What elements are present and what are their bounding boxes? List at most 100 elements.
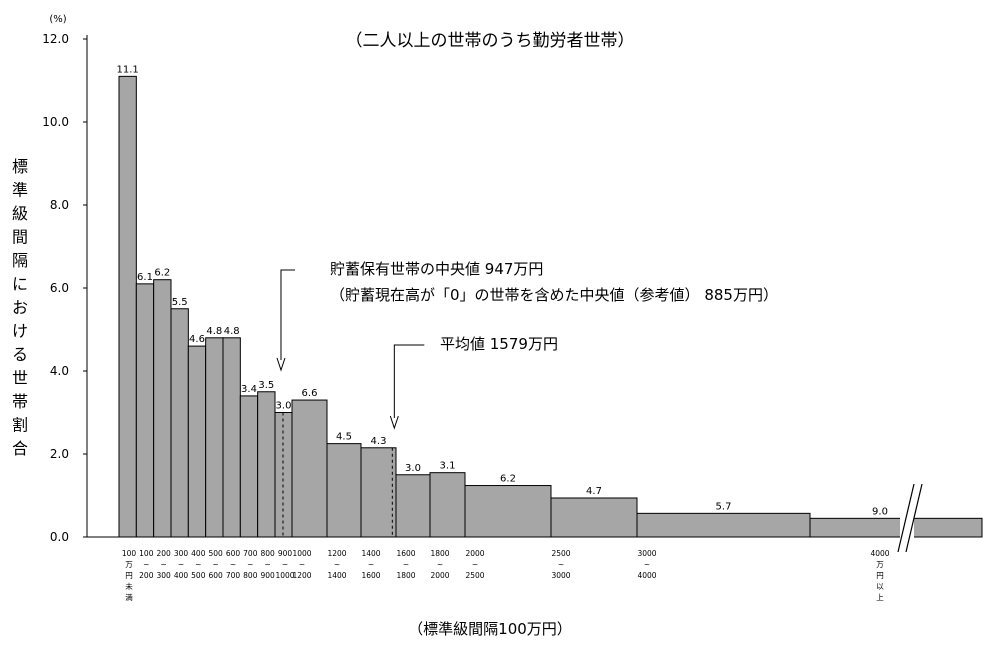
x-tick-label: 900 bbox=[261, 571, 276, 580]
x-tick-label: 4000 bbox=[637, 571, 656, 580]
x-tick-label: 200 bbox=[157, 549, 172, 558]
x-tick-label: 600 bbox=[226, 549, 241, 558]
bar bbox=[153, 279, 172, 538]
x-tick-label: 3000 bbox=[551, 571, 570, 580]
y-axis-title-char: る bbox=[12, 345, 28, 364]
bar bbox=[222, 337, 241, 538]
x-tick-label: 1000 bbox=[275, 571, 294, 580]
x-tick-label: 900 bbox=[278, 549, 293, 558]
x-tick-label: 100 bbox=[122, 549, 137, 558]
x-tick-label: ~ bbox=[368, 560, 374, 569]
x-tick-label: ~ bbox=[282, 560, 288, 569]
x-tick-label: ~ bbox=[472, 560, 478, 569]
bar-label: 6.2 bbox=[500, 474, 516, 485]
x-tick-label: 1200 bbox=[327, 549, 346, 558]
x-axis-title: （標準級間隔100万円） bbox=[408, 620, 572, 638]
x-tick-label: 1200 bbox=[292, 571, 311, 580]
y-axis-title-char: 合 bbox=[12, 439, 28, 458]
bar-labels: 11.16.1 6.25.54.64.8 4.83.4 3.53.06.64.5 4.3… bbox=[117, 64, 888, 517]
x-tick-label: 1600 bbox=[361, 571, 380, 580]
x-tick-label: ~ bbox=[247, 560, 253, 569]
bar-label: 4.5 bbox=[336, 432, 352, 443]
bar bbox=[274, 412, 293, 538]
bar-label: 4.7 bbox=[586, 486, 602, 497]
x-tick-label: 円 bbox=[125, 571, 133, 580]
bar-label: 3.0 bbox=[405, 463, 421, 474]
annotations: 貯蓄保有世帯の中央値 947万円 （貯蓄現在高が「0」の世帯を含めた中央値（参考値… bbox=[276, 260, 778, 537]
bar bbox=[326, 443, 362, 538]
bar bbox=[464, 485, 552, 538]
bar bbox=[170, 308, 189, 538]
bar-label: 4.8 bbox=[206, 326, 222, 337]
bar-label: 4.3 bbox=[371, 436, 387, 447]
x-tick-label: ~ bbox=[334, 560, 340, 569]
y-axis-title-char: 隔 bbox=[12, 251, 28, 270]
x-tick-label: ~ bbox=[195, 560, 201, 569]
y-tick-label: 10.0 bbox=[42, 115, 69, 129]
x-tick-label: 2500 bbox=[551, 549, 570, 558]
bar-label: 4.6 bbox=[189, 334, 205, 345]
median-annotation: 貯蓄保有世帯の中央値 947万円 bbox=[330, 260, 543, 278]
bar-label: 3.5 bbox=[258, 380, 274, 391]
y-axis-title-char: に bbox=[12, 275, 28, 294]
axis-break-mark bbox=[897, 483, 915, 553]
x-tick-label: 1400 bbox=[361, 549, 380, 558]
bar-label: 5.5 bbox=[172, 297, 188, 308]
x-tick-label: 1400 bbox=[327, 571, 346, 580]
y-axis-title-char: 帯 bbox=[12, 392, 28, 411]
mean-arrow bbox=[393, 344, 425, 418]
bar bbox=[257, 391, 276, 538]
x-tick-label: 400 bbox=[191, 549, 206, 558]
y-axis-title-char: お bbox=[12, 298, 28, 317]
x-tick-label: 500 bbox=[191, 571, 206, 580]
y-axis-title-char: 間 bbox=[12, 228, 28, 247]
bar bbox=[429, 472, 466, 538]
x-tick-label: ~ bbox=[265, 560, 271, 569]
x-tick-label: ~ bbox=[161, 560, 167, 569]
y-axis-title-char: け bbox=[12, 322, 28, 341]
chart-title: （二人以上の世帯のうち勤労者世帯） bbox=[346, 31, 635, 51]
y-tick-label: 8.0 bbox=[50, 198, 69, 212]
x-tick-label: 200 bbox=[139, 571, 154, 580]
bar-label: 6.6 bbox=[302, 388, 318, 399]
mean-arrowhead bbox=[389, 415, 399, 430]
bar bbox=[239, 395, 259, 538]
x-tick-label: 4000 bbox=[870, 549, 889, 558]
x-tick-label: ~ bbox=[299, 560, 305, 569]
bar-label: 6.2 bbox=[154, 268, 170, 279]
x-tick-label: 1800 bbox=[396, 571, 415, 580]
bar bbox=[118, 75, 137, 538]
x-tick-label: 満 bbox=[125, 593, 133, 602]
y-tick-label: 2.0 bbox=[50, 447, 69, 461]
x-tick-label: 円 bbox=[876, 571, 884, 580]
y-axis-title-char: 世 bbox=[12, 369, 28, 388]
bar-label: 11.1 bbox=[117, 64, 139, 75]
y-axis-title-char: 標 bbox=[12, 157, 28, 176]
x-tick-label: ~ bbox=[437, 560, 443, 569]
bar-label: 3.1 bbox=[440, 461, 456, 472]
x-tick-label: 300 bbox=[157, 571, 172, 580]
y-axis-title-char: 準 bbox=[12, 181, 28, 200]
bar bbox=[360, 447, 397, 538]
x-tick-label: 700 bbox=[226, 571, 241, 580]
y-axis-title-char: 割 bbox=[12, 416, 28, 435]
median-arrowhead bbox=[276, 357, 286, 372]
x-tick-label: 400 bbox=[174, 571, 189, 580]
bar bbox=[395, 474, 431, 538]
y-tick-label: 12.0 bbox=[42, 32, 69, 46]
x-tick-label: 2500 bbox=[465, 571, 484, 580]
x-tick-label: 1600 bbox=[396, 549, 415, 558]
x-tick-label: 上 bbox=[876, 593, 884, 602]
y-tick-label: 6.0 bbox=[50, 281, 69, 295]
x-tick-label: 100 bbox=[139, 549, 154, 558]
median-annotation: （貯蓄現在高が「0」の世帯を含めた中央値（参考値） 885万円） bbox=[330, 286, 778, 304]
bar-label: 9.0 bbox=[872, 506, 888, 517]
x-tick-label: ~ bbox=[230, 560, 236, 569]
x-tick-label: 万 bbox=[876, 560, 884, 569]
x-tick-label: ~ bbox=[558, 560, 564, 569]
bar bbox=[205, 337, 224, 538]
bar-label: 3.4 bbox=[241, 384, 257, 395]
bar bbox=[291, 399, 328, 538]
